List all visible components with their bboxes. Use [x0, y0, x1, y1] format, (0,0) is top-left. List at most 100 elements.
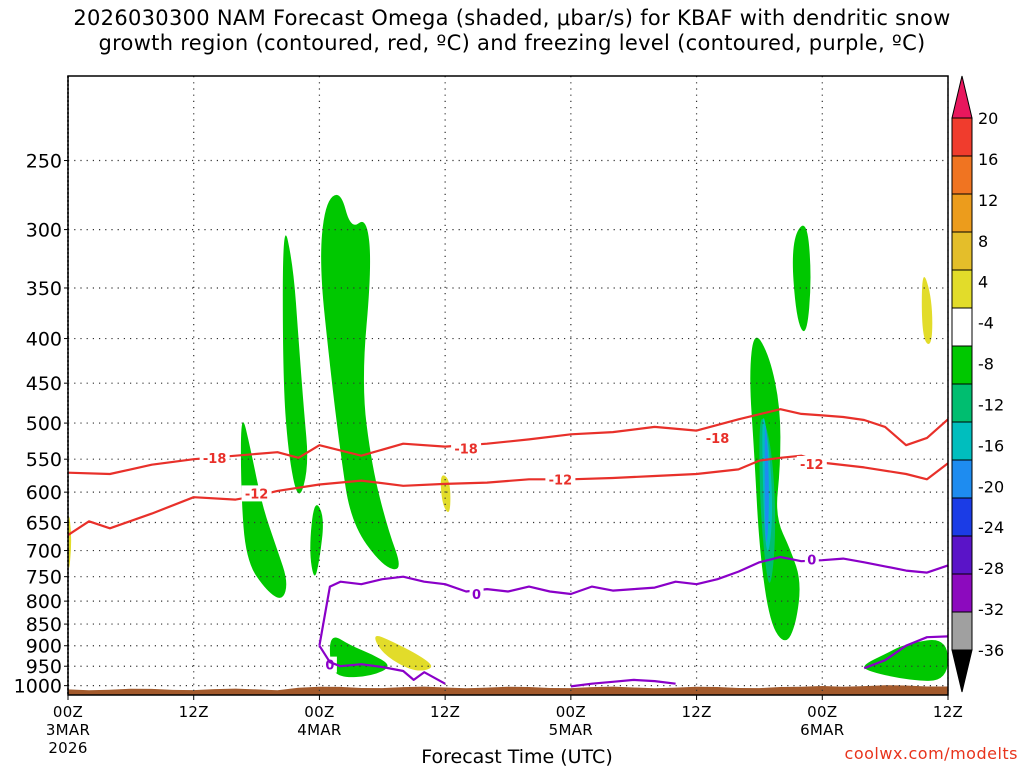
y-tick-label: 400 — [26, 329, 62, 351]
colorbar-swatch-1 — [951, 155, 973, 195]
contour-label: 0 — [472, 588, 481, 603]
y-tick-label: 800 — [26, 591, 62, 613]
x-tick-label: 12Z — [179, 703, 209, 721]
colorbar-swatch-6 — [951, 345, 973, 385]
y-tick-label: 700 — [26, 541, 62, 563]
contour-label: -12 — [245, 487, 269, 502]
colorbar-label: -16 — [978, 436, 1004, 455]
y-tick-label: 650 — [26, 512, 62, 534]
colorbar-label: -32 — [978, 600, 1004, 619]
x-tick-label: 6MAR — [800, 721, 844, 739]
plot-area — [68, 76, 948, 695]
x-tick-label: 12Z — [933, 703, 963, 721]
y-tick-label: 450 — [26, 373, 62, 395]
contour-4 — [570, 678, 676, 688]
y-tick-label: 600 — [26, 482, 62, 504]
terrain-surface — [68, 685, 948, 695]
contour-label: -12 — [800, 458, 824, 473]
omega-region-2 — [321, 194, 399, 570]
colorbar-label: -20 — [978, 477, 1004, 496]
y-tick-label: 300 — [26, 220, 62, 242]
colorbar-bottom-triangle — [951, 649, 973, 693]
omega-region-13 — [921, 277, 933, 344]
x-tick-label: 12Z — [430, 703, 460, 721]
contour-label-bg — [241, 485, 272, 502]
y-tick-label: 850 — [26, 614, 62, 636]
x-tick-label: 00Z — [556, 703, 586, 721]
temperature-contours: -18 -18 -18 -12 -12 -12 0 0 0 — [67, 408, 949, 688]
x-tick-label: 00Z — [807, 703, 837, 721]
chart-title-line-2: growth region (contoured, red, ºC) and f… — [98, 31, 926, 55]
omega-region-4 — [329, 637, 388, 678]
contour-label-bg — [804, 551, 819, 568]
y-tick-label: 750 — [26, 567, 62, 589]
y-tick-label: 350 — [26, 278, 62, 300]
colorbar-label: 20 — [978, 109, 998, 128]
colorbar-label: 12 — [978, 191, 998, 210]
x-tick-label: 5MAR — [549, 721, 593, 739]
contour-label: 0 — [325, 659, 334, 674]
chart-title-line-1: 2026030300 NAM Forecast Omega (shaded, μ… — [73, 6, 951, 30]
x-tick-label: 12Z — [681, 703, 711, 721]
contour-label-bg — [796, 455, 827, 472]
contour-label: -18 — [454, 443, 478, 458]
colorbar-label: 8 — [978, 232, 988, 251]
colorbar: 20 16 12 8 4 -4 -8 -12 -16 -20 -24 -28 -32 -36 — [951, 75, 1004, 693]
contour-label: -18 — [203, 452, 227, 467]
x-axis-label: Forecast Time (UTC) — [421, 746, 613, 768]
x-tick-label: 4MAR — [297, 721, 341, 739]
colorbar-swatch-2 — [951, 193, 973, 233]
colorbar-swatch-3 — [951, 231, 973, 271]
colorbar-swatch-4 — [951, 269, 973, 309]
colorbar-swatch-8 — [951, 421, 973, 461]
contour-5 — [863, 635, 949, 670]
y-tick-label: 250 — [26, 151, 62, 173]
contour-label-bg — [469, 585, 484, 602]
y-tick-label: 900 — [26, 636, 62, 658]
x-tick-label: 00Z — [53, 703, 83, 721]
contour-2 — [318, 555, 949, 646]
colorbar-swatch-11 — [951, 535, 973, 575]
omega-region-7 — [864, 639, 948, 681]
omega-region-6 — [792, 225, 811, 332]
colorbar-swatch-10 — [951, 497, 973, 537]
y-tick-label: 950 — [26, 656, 62, 678]
contour-label-bg — [702, 429, 733, 446]
colorbar-swatch-7 — [951, 383, 973, 423]
omega-region-0 — [240, 422, 287, 598]
omega-region-12 — [375, 635, 432, 671]
omega-region-1 — [282, 235, 308, 494]
contour-label: -12 — [549, 473, 573, 488]
colorbar-label: -28 — [978, 559, 1004, 578]
x-tick-label: 00Z — [304, 703, 334, 721]
colorbar-swatch-9 — [951, 459, 973, 499]
contour-0 — [67, 408, 949, 476]
x-tick-label: 2026 — [48, 739, 87, 757]
colorbar-label: 16 — [978, 150, 998, 169]
colorbar-label: 4 — [978, 273, 988, 292]
colorbar-label: -12 — [978, 395, 1004, 414]
y-tick-label: 500 — [26, 413, 62, 435]
contour-label: -18 — [706, 432, 730, 447]
colorbar-label: -36 — [978, 641, 1004, 660]
terrain — [68, 685, 948, 695]
colorbar-label: -8 — [978, 355, 994, 374]
colorbar-swatch-13 — [951, 611, 973, 651]
watermark-link[interactable]: coolwx.com/modelts — [844, 744, 1018, 763]
colorbar-label: -24 — [978, 518, 1004, 537]
omega-region-10 — [764, 425, 769, 542]
omega-region-14 — [68, 516, 72, 569]
colorbar-swatch-12 — [951, 573, 973, 613]
contour-label-bg — [322, 656, 337, 673]
axes: 2503003504004505005506006507007508008509… — [14, 75, 963, 757]
contour-3 — [318, 645, 446, 685]
colorbar-swatch-5 — [951, 307, 973, 347]
colorbar-swatch-0 — [951, 117, 973, 157]
omega-shading — [68, 76, 948, 695]
x-tick-label: 3MAR — [46, 721, 90, 739]
colorbar-top-triangle — [951, 75, 973, 119]
contour-label-bg — [199, 449, 230, 466]
colorbar-label: -4 — [978, 314, 994, 333]
y-tick-label: 1000 — [14, 676, 62, 698]
